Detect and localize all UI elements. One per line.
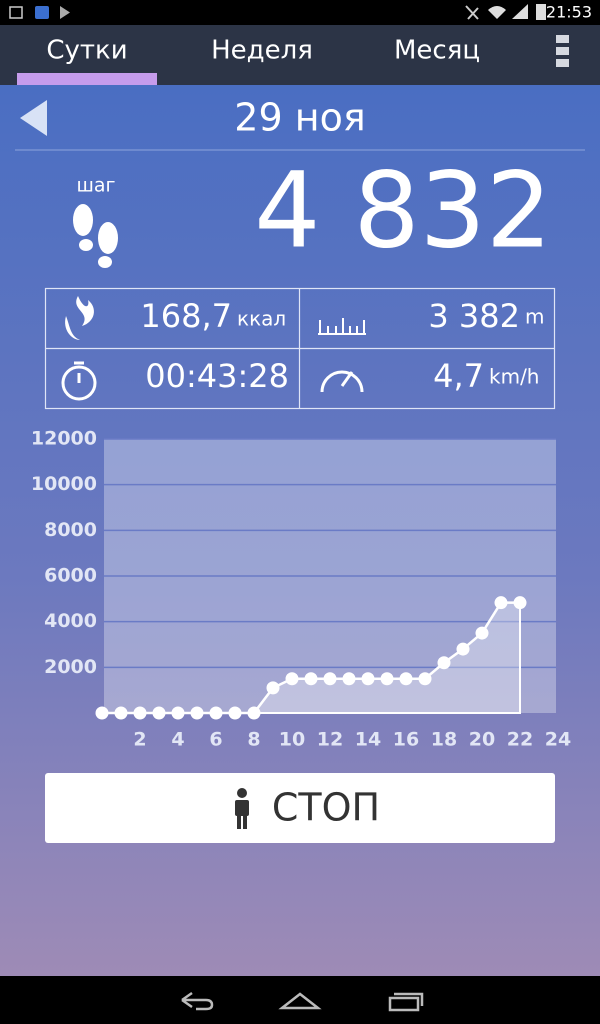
point xyxy=(266,681,280,695)
y-tick-label: 10000 xyxy=(31,473,97,495)
stat-unit: m xyxy=(525,305,544,329)
point xyxy=(456,642,470,656)
point xyxy=(437,656,451,670)
status-icon xyxy=(9,6,23,19)
x-tick-label: 4 xyxy=(171,729,184,751)
date: 29 ноя xyxy=(234,96,365,140)
y-tick-label: 2000 xyxy=(44,656,97,678)
x-tick-label: 22 xyxy=(507,729,533,751)
nav-home[interactable] xyxy=(278,992,322,1010)
point xyxy=(190,706,204,720)
x-tick-label: 8 xyxy=(247,729,260,751)
y-tick-label: 12000 xyxy=(31,428,97,450)
x-tick-label: 6 xyxy=(209,729,222,751)
time-icon xyxy=(61,361,97,401)
battery-icon xyxy=(536,4,546,20)
wifi-icon xyxy=(488,6,506,19)
tab[interactable]: Неделя xyxy=(211,36,313,66)
x-tick-label: 18 xyxy=(431,729,457,751)
menu-button[interactable] xyxy=(556,35,569,67)
y-tick-label: 8000 xyxy=(44,519,97,541)
x-tick-label: 20 xyxy=(469,729,495,751)
back-button[interactable] xyxy=(20,100,47,136)
point xyxy=(171,706,185,720)
point xyxy=(285,672,299,686)
distance-icon xyxy=(318,318,366,335)
stats-grid xyxy=(44,287,556,410)
status-icon xyxy=(35,6,49,19)
signal-icon xyxy=(512,4,528,19)
point xyxy=(513,596,527,610)
status-icon xyxy=(60,6,70,19)
point xyxy=(247,706,261,720)
stat-value: 00:43:28 xyxy=(145,357,289,395)
point xyxy=(152,706,166,720)
point xyxy=(494,596,508,610)
button-label: СТОП xyxy=(272,786,380,830)
footsteps-icon xyxy=(73,204,118,268)
stop-button[interactable] xyxy=(45,773,555,843)
person-icon xyxy=(235,788,249,829)
nav-recents[interactable] xyxy=(388,992,424,1012)
point xyxy=(361,672,375,686)
point xyxy=(95,706,109,720)
x-tick-label: 24 xyxy=(545,729,571,751)
stat-unit: ккал xyxy=(237,307,286,331)
point xyxy=(209,706,223,720)
status-time: 21:53 xyxy=(546,3,592,22)
point xyxy=(399,672,413,686)
nav-back[interactable] xyxy=(181,991,214,1011)
nav-bar xyxy=(0,976,600,1024)
x-tick-label: 12 xyxy=(317,729,343,751)
point xyxy=(475,626,489,640)
point xyxy=(380,672,394,686)
stat-unit: km/h xyxy=(489,365,539,389)
point xyxy=(114,706,128,720)
x-tick-label: 2 xyxy=(133,729,146,751)
x-tick-label: 16 xyxy=(393,729,419,751)
steps-value: 4 832 xyxy=(254,149,552,271)
stat-value: 168,7 xyxy=(140,297,232,335)
y-tick-label: 4000 xyxy=(44,610,97,632)
x-tick-label: 10 xyxy=(279,729,305,751)
point xyxy=(342,672,356,686)
status-bar xyxy=(0,0,600,25)
stat-value: 4,7 xyxy=(433,357,484,395)
speed-icon xyxy=(320,370,364,393)
steps-label: шаг xyxy=(76,175,115,197)
stat-value: 3 382 xyxy=(428,297,520,335)
tab[interactable]: Сутки xyxy=(46,36,127,66)
tab[interactable]: Месяц xyxy=(394,36,480,66)
status-icon xyxy=(465,5,479,20)
calories-icon xyxy=(65,296,94,340)
y-tick-label: 6000 xyxy=(44,565,97,587)
point xyxy=(304,672,318,686)
point xyxy=(418,672,432,686)
tab-indicator xyxy=(17,73,157,85)
point xyxy=(323,672,337,686)
point xyxy=(228,706,242,720)
x-tick-label: 14 xyxy=(355,729,381,751)
point xyxy=(133,706,147,720)
